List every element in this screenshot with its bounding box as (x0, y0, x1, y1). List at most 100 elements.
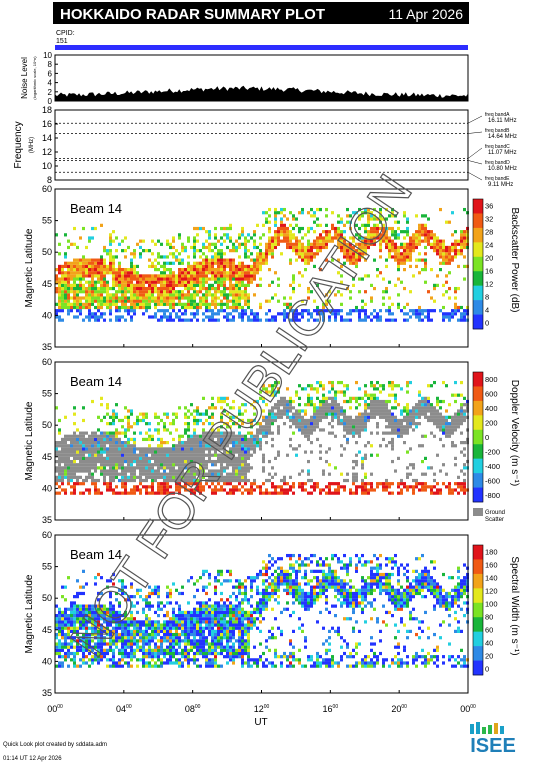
heatmap-cell (148, 290, 151, 294)
heatmap-cell (439, 418, 442, 423)
heatmap-cell (67, 286, 70, 291)
heatmap-cell (142, 632, 145, 637)
heatmap-cell (139, 412, 142, 416)
heatmap-cell (112, 264, 115, 269)
heatmap-cell (163, 485, 166, 489)
heatmap-cell (352, 396, 355, 400)
heatmap-cell (244, 242, 247, 246)
heatmap-cell (265, 255, 268, 259)
heatmap-cell (451, 245, 454, 250)
heatmap-cell (97, 623, 100, 627)
heatmap-cell (241, 293, 244, 297)
heatmap-cell (226, 441, 229, 445)
heatmap-cell (169, 422, 172, 426)
heatmap-cell (352, 245, 355, 250)
heatmap-cell (283, 403, 286, 407)
heatmap-cell (100, 642, 103, 646)
heatmap-cell (385, 488, 388, 492)
heatmap-cell (178, 475, 181, 479)
heatmap-cell (130, 617, 133, 621)
heatmap-cell (262, 261, 265, 265)
heatmap-cell (232, 271, 235, 275)
heatmap-cell (91, 614, 94, 618)
heatmap-cell (244, 475, 247, 479)
heatmap-cell (460, 412, 463, 416)
heatmap-cell (397, 277, 400, 281)
heatmap-cell (292, 406, 295, 410)
heatmap-cell (145, 274, 148, 278)
heatmap-cell (397, 293, 400, 297)
heatmap-cell (91, 472, 94, 476)
heatmap-cell (316, 406, 319, 410)
heatmap-cell (175, 312, 178, 316)
heatmap-cell (196, 478, 199, 483)
heatmap-cell (427, 236, 430, 240)
heatmap-cell (154, 491, 157, 495)
heatmap-cell (142, 299, 145, 303)
heatmap-cell (133, 620, 136, 624)
heatmap-cell (100, 617, 103, 621)
heatmap-cell (421, 239, 424, 243)
heatmap-cell (247, 466, 250, 470)
heatmap-cell (130, 585, 133, 589)
heatmap-cell (268, 390, 271, 394)
heatmap-cell (310, 290, 313, 294)
heatmap-cell (448, 431, 451, 435)
heatmap-cell (295, 409, 298, 413)
heatmap-cell (70, 610, 73, 615)
heatmap-cell (136, 299, 139, 303)
heatmap-cell (253, 245, 256, 250)
heatmap-cell (451, 249, 454, 253)
heatmap-cell (325, 293, 328, 297)
heatmap-cell (193, 280, 196, 284)
heatmap-cell (106, 422, 109, 426)
heatmap-cell (403, 236, 406, 240)
heatmap-cell (193, 293, 196, 297)
heatmap-cell (397, 249, 400, 253)
heatmap-cell (160, 296, 163, 300)
heatmap-cell (151, 626, 154, 630)
heatmap-cell (463, 485, 466, 489)
heatmap-cell (229, 283, 232, 287)
heatmap-cell (391, 482, 394, 486)
heatmap-cell (55, 302, 58, 306)
heatmap-cell (58, 475, 61, 479)
heatmap-cell (79, 469, 82, 473)
heatmap-cell (103, 441, 106, 445)
heatmap-cell (73, 290, 76, 294)
heatmap-cell (76, 469, 79, 473)
heatmap-cell (217, 437, 220, 442)
heatmap-cell (133, 305, 136, 310)
heatmap-cell (214, 475, 217, 479)
heatmap-cell (121, 658, 124, 662)
heatmap-cell (448, 434, 451, 438)
heatmap-cell (241, 437, 244, 442)
heatmap-cell (112, 607, 115, 611)
heatmap-cell (130, 595, 133, 599)
heatmap-cell (424, 415, 427, 419)
heatmap-cell (382, 415, 385, 419)
heatmap-cell (100, 447, 103, 451)
heatmap-cell (337, 239, 340, 243)
heatmap-cell (340, 418, 343, 423)
heatmap-cell (205, 305, 208, 310)
heatmap-cell (352, 434, 355, 438)
heatmap-cell (115, 661, 118, 665)
heatmap-cell (235, 444, 238, 448)
heatmap-cell (337, 415, 340, 419)
heatmap-cell (385, 409, 388, 413)
heatmap-cell (136, 591, 139, 596)
heatmap-cell (403, 428, 406, 432)
heatmap-cell (268, 299, 271, 303)
heatmap-cell (235, 415, 238, 419)
heatmap-cell (61, 264, 64, 269)
heatmap-cell (253, 318, 256, 322)
heatmap-cell (178, 318, 181, 322)
heatmap-cell (145, 415, 148, 419)
noise-ylabel: Noise Level (20, 57, 29, 99)
heatmap-cell (232, 488, 235, 492)
heatmap-cell (418, 271, 421, 275)
heatmap-cell (205, 286, 208, 291)
colorbar-segment (473, 444, 483, 459)
heatmap-cell (55, 645, 58, 649)
